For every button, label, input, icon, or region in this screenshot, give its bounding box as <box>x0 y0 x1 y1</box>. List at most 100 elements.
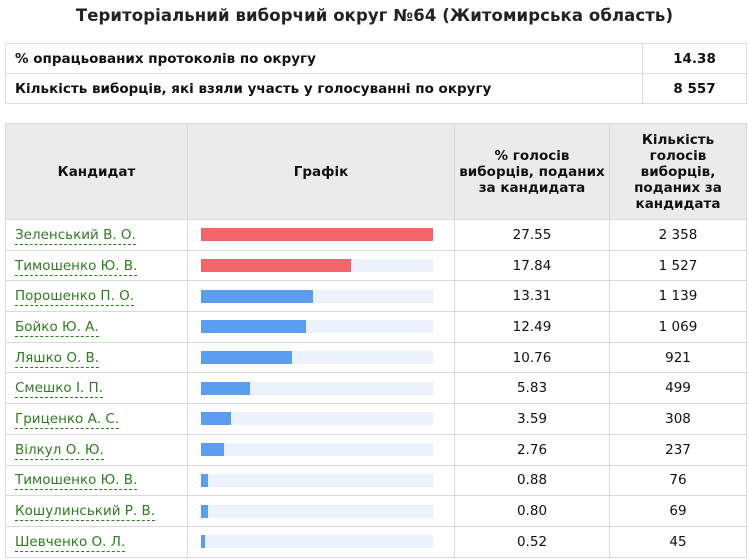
vote-bar-track <box>201 381 433 395</box>
candidate-votes: 69 <box>609 495 747 527</box>
candidate-percent: 0.80 <box>454 495 610 527</box>
candidate-name-link[interactable]: Кошулинський Р. В. <box>15 503 156 522</box>
candidate-percent: 3.59 <box>454 403 610 435</box>
candidate-row: Кошулинський Р. В. 0.80 69 <box>5 495 747 527</box>
vote-bar-fill <box>201 320 307 334</box>
candidate-name-cell: Тимошенко Ю. В. <box>5 464 188 497</box>
candidate-percent: 0.52 <box>454 525 610 558</box>
vote-bar-fill <box>201 412 232 426</box>
candidate-chart-cell <box>187 219 455 251</box>
candidate-votes: 2 358 <box>609 219 747 251</box>
vote-bar-fill <box>201 381 251 395</box>
candidate-name-cell: Бойко Ю. А. <box>5 311 188 343</box>
candidate-name-link[interactable]: Шевченко О. Л. <box>15 533 126 552</box>
vote-bar-fill <box>201 473 209 487</box>
candidate-percent: 13.31 <box>454 280 610 313</box>
candidate-row: Гриценко А. С. 3.59 308 <box>5 403 747 435</box>
summary-label-voters: Кількість виборців, які взяли участь у г… <box>5 73 643 104</box>
vote-bar-fill <box>201 228 433 242</box>
candidate-votes: 308 <box>609 403 747 435</box>
candidate-name-cell: Зеленський В. О. <box>5 219 188 251</box>
vote-bar-fill <box>201 351 292 365</box>
candidate-name-cell: Гриценко А. С. <box>5 403 188 435</box>
candidate-chart-cell <box>187 525 455 558</box>
candidate-votes: 76 <box>609 464 747 497</box>
candidate-name-link[interactable]: Ляшко О. В. <box>15 349 100 368</box>
candidate-row: Тимошенко Ю. В. 0.88 76 <box>5 464 747 497</box>
results-table: Кандидат Графік % голосів виборців, пода… <box>5 123 747 558</box>
vote-bar-track <box>201 259 433 273</box>
candidate-percent: 0.88 <box>454 464 610 497</box>
candidate-chart-cell <box>187 433 455 466</box>
vote-bar-fill <box>201 443 225 457</box>
vote-bar-fill <box>201 289 314 303</box>
candidate-row: Смешко І. П. 5.83 499 <box>5 372 747 405</box>
candidate-votes: 1 139 <box>609 280 747 313</box>
candidate-percent: 12.49 <box>454 311 610 343</box>
candidate-row: Тимошенко Ю. В. 17.84 1 527 <box>5 249 747 282</box>
candidate-chart-cell <box>187 341 455 374</box>
candidate-name-link[interactable]: Смешко І. П. <box>15 380 103 399</box>
candidate-name-cell: Ляшко О. В. <box>5 341 188 374</box>
summary-value-protocols: 14.38 <box>642 43 747 74</box>
summary-row-protocols: % опрацьованих протоколів по округу 14.3… <box>5 43 747 74</box>
candidate-percent: 27.55 <box>454 219 610 251</box>
summary-value-voters: 8 557 <box>642 73 747 104</box>
vote-bar-track <box>201 473 433 487</box>
candidate-row: Порошенко П. О. 13.31 1 139 <box>5 280 747 313</box>
candidate-votes: 1 069 <box>609 311 747 343</box>
vote-bar-track <box>201 289 433 303</box>
candidate-name-link[interactable]: Гриценко А. С. <box>15 410 120 429</box>
candidate-name-cell: Кошулинський Р. В. <box>5 495 188 527</box>
candidate-votes: 45 <box>609 525 747 558</box>
vote-bar-track <box>201 351 433 365</box>
candidate-name-link[interactable]: Порошенко П. О. <box>15 288 135 307</box>
candidate-name-cell: Тимошенко Ю. В. <box>5 249 188 282</box>
candidate-row: Зеленський В. О. 27.55 2 358 <box>5 219 747 251</box>
candidate-percent: 17.84 <box>454 249 610 282</box>
candidate-votes: 237 <box>609 433 747 466</box>
candidate-name-cell: Порошенко П. О. <box>5 280 188 313</box>
candidate-name-cell: Смешко І. П. <box>5 372 188 405</box>
header-percent: % голосів виборців, поданих за кандидата <box>454 123 610 220</box>
candidate-percent: 5.83 <box>454 372 610 405</box>
candidate-name-link[interactable]: Тимошенко Ю. В. <box>15 472 138 491</box>
summary-label-protocols: % опрацьованих протоколів по округу <box>5 43 643 74</box>
candidate-name-link[interactable]: Вілкул О. Ю. <box>15 441 104 460</box>
candidate-chart-cell <box>187 372 455 405</box>
candidate-chart-cell <box>187 311 455 343</box>
candidate-chart-cell <box>187 249 455 282</box>
page-title: Територіальний виборчий округ №64 (Житом… <box>75 6 674 25</box>
header-votes: Кількість голосів виборців, поданих за к… <box>609 123 747 220</box>
candidate-chart-cell <box>187 464 455 497</box>
candidate-votes: 1 527 <box>609 249 747 282</box>
candidate-chart-cell <box>187 280 455 313</box>
header-chart: Графік <box>187 123 455 220</box>
candidate-chart-cell <box>187 495 455 527</box>
candidate-chart-cell <box>187 403 455 435</box>
candidate-percent: 2.76 <box>454 433 610 466</box>
candidate-row: Шевченко О. Л. 0.52 45 <box>5 525 747 558</box>
candidate-votes: 921 <box>609 341 747 374</box>
vote-bar-track <box>201 320 433 334</box>
candidate-row: Бойко Ю. А. 12.49 1 069 <box>5 311 747 343</box>
vote-bar-track <box>201 443 433 457</box>
results-header-row: Кандидат Графік % голосів виборців, пода… <box>5 123 747 220</box>
candidate-name-link[interactable]: Тимошенко Ю. В. <box>15 257 138 276</box>
candidate-name-link[interactable]: Бойко Ю. А. <box>15 318 99 337</box>
candidate-row: Ляшко О. В. 10.76 921 <box>5 341 747 374</box>
candidate-row: Вілкул О. Ю. 2.76 237 <box>5 433 747 466</box>
results-body: Зеленський В. О. 27.55 2 358 Тимошенко Ю. В… <box>5 219 747 558</box>
vote-bar-fill <box>201 259 352 273</box>
vote-bar-track <box>201 228 433 242</box>
candidate-percent: 10.76 <box>454 341 610 374</box>
vote-bar-track <box>201 535 433 549</box>
vote-bar-fill <box>201 535 206 549</box>
summary-row-voters: Кількість виборців, які взяли участь у г… <box>5 73 747 104</box>
summary-table: % опрацьованих протоколів по округу 14.3… <box>5 43 747 104</box>
vote-bar-track <box>201 504 433 518</box>
candidate-votes: 499 <box>609 372 747 405</box>
candidate-name-cell: Вілкул О. Ю. <box>5 433 188 466</box>
candidate-name-cell: Шевченко О. Л. <box>5 525 188 558</box>
candidate-name-link[interactable]: Зеленський В. О. <box>15 226 136 245</box>
